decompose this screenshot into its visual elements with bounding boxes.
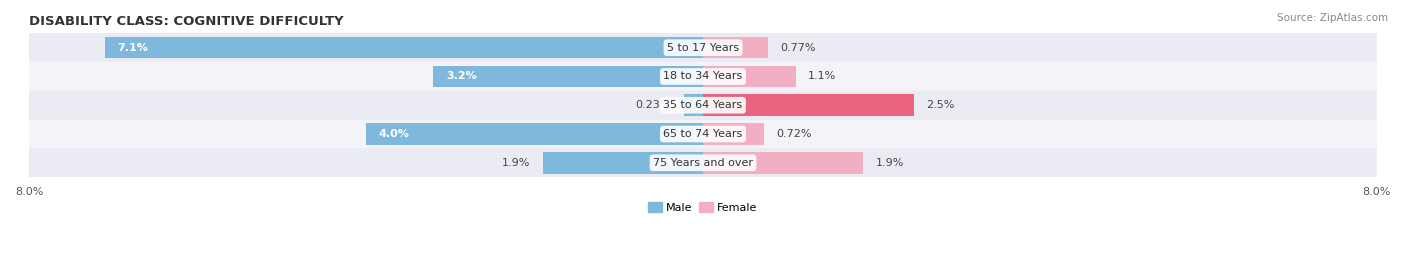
Text: 7.1%: 7.1% <box>118 43 149 53</box>
Bar <box>30 148 1376 177</box>
Bar <box>703 66 796 87</box>
Bar <box>543 152 703 174</box>
Text: 1.9%: 1.9% <box>502 158 530 168</box>
Bar <box>703 152 863 174</box>
Text: 0.72%: 0.72% <box>776 129 811 139</box>
Bar <box>703 123 763 145</box>
Bar <box>366 123 703 145</box>
Text: DISABILITY CLASS: COGNITIVE DIFFICULTY: DISABILITY CLASS: COGNITIVE DIFFICULTY <box>30 15 344 28</box>
Text: 1.9%: 1.9% <box>876 158 904 168</box>
Text: 4.0%: 4.0% <box>378 129 409 139</box>
Text: 0.77%: 0.77% <box>780 43 815 53</box>
Bar <box>433 66 703 87</box>
Bar <box>105 37 703 58</box>
Bar <box>703 37 768 58</box>
Text: 1.1%: 1.1% <box>808 72 837 82</box>
Text: 2.5%: 2.5% <box>927 100 955 110</box>
Text: 0.23%: 0.23% <box>636 100 671 110</box>
Legend: Male, Female: Male, Female <box>644 198 762 218</box>
Text: 75 Years and over: 75 Years and over <box>652 158 754 168</box>
Text: 3.2%: 3.2% <box>446 72 477 82</box>
Text: 35 to 64 Years: 35 to 64 Years <box>664 100 742 110</box>
Text: 65 to 74 Years: 65 to 74 Years <box>664 129 742 139</box>
Text: Source: ZipAtlas.com: Source: ZipAtlas.com <box>1277 13 1388 23</box>
Text: 5 to 17 Years: 5 to 17 Years <box>666 43 740 53</box>
Bar <box>30 33 1376 62</box>
Bar <box>30 62 1376 91</box>
Bar <box>30 91 1376 120</box>
Bar <box>30 120 1376 148</box>
Text: 18 to 34 Years: 18 to 34 Years <box>664 72 742 82</box>
Bar <box>703 94 914 116</box>
Bar <box>683 94 703 116</box>
